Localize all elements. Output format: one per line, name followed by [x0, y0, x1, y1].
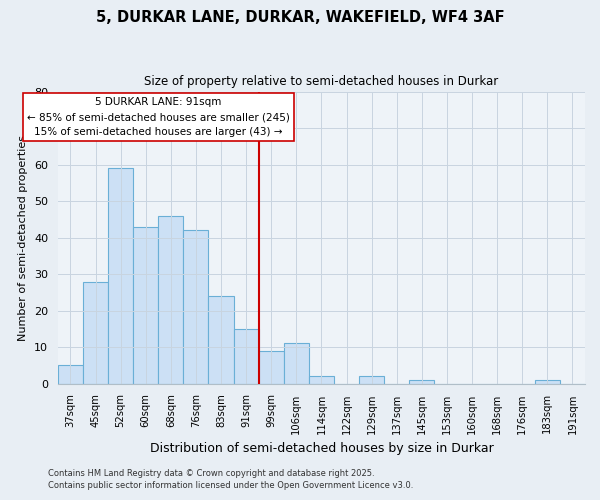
X-axis label: Distribution of semi-detached houses by size in Durkar: Distribution of semi-detached houses by …: [149, 442, 493, 455]
Bar: [58, 366, 83, 384]
Bar: [535, 380, 560, 384]
Text: Contains HM Land Registry data © Crown copyright and database right 2025.
Contai: Contains HM Land Registry data © Crown c…: [48, 468, 413, 490]
Bar: [108, 168, 133, 384]
Bar: [184, 230, 208, 384]
Y-axis label: Number of semi-detached properties: Number of semi-detached properties: [19, 135, 28, 341]
Bar: [409, 380, 434, 384]
Bar: [83, 282, 108, 384]
Bar: [133, 227, 158, 384]
Bar: [259, 351, 284, 384]
Title: Size of property relative to semi-detached houses in Durkar: Size of property relative to semi-detach…: [145, 75, 499, 88]
Bar: [158, 216, 184, 384]
Bar: [359, 376, 384, 384]
Bar: [233, 329, 259, 384]
Text: 5, DURKAR LANE, DURKAR, WAKEFIELD, WF4 3AF: 5, DURKAR LANE, DURKAR, WAKEFIELD, WF4 3…: [95, 10, 505, 25]
Text: 5 DURKAR LANE: 91sqm
← 85% of semi-detached houses are smaller (245)
15% of semi: 5 DURKAR LANE: 91sqm ← 85% of semi-detac…: [27, 98, 290, 137]
Bar: [208, 296, 233, 384]
Bar: [284, 344, 309, 384]
Bar: [309, 376, 334, 384]
